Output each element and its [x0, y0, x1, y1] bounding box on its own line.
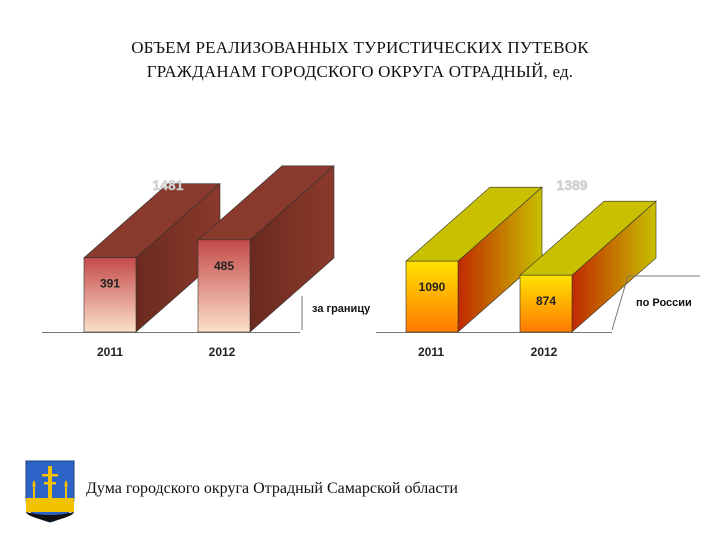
value-label-0-1: 485 — [214, 259, 234, 273]
total-annotation-1: 1389 — [556, 177, 587, 193]
bar-1-2012: 874 — [519, 200, 657, 333]
series-label-tick-1 — [611, 275, 629, 331]
bar-front-0-1 — [197, 239, 251, 333]
value-label-1-0: 1090 — [419, 280, 446, 294]
bar-0-2012: 485 — [197, 165, 335, 333]
value-label-0-0: 391 — [100, 277, 120, 291]
series-label-abroad: за границу — [312, 303, 371, 315]
chart-title-line-2: ГРАЖДАНАМ ГОРОДСКОГО ОКРУГА ОТРАДНЫЙ, ед… — [146, 62, 574, 81]
city-coat-of-arms-icon — [22, 458, 78, 529]
bar-1-2011: 1090 — [405, 186, 543, 333]
bar-front-0-0 — [83, 257, 137, 333]
category-label-1-0: 2011 — [418, 345, 444, 359]
bar-front-1-1 — [519, 274, 573, 333]
series-label-russia: по России — [636, 297, 692, 309]
chart-title-line-1: ОБЪЕМ РЕАЛИЗОВАННЫХ ТУРИСТИЧЕСКИХ ПУТЕВО… — [131, 38, 589, 57]
category-label-0-0: 2011 — [97, 345, 123, 359]
bar-0-2011: 391 — [83, 183, 221, 333]
bar-front-1-0 — [405, 260, 459, 333]
total-annotation-0: 1481 — [152, 177, 183, 193]
footer-caption: Дума городского округа Отрадный Самарско… — [86, 480, 458, 497]
category-label-0-1: 2012 — [209, 345, 236, 359]
category-label-1-1: 2012 — [531, 345, 558, 359]
value-label-1-1: 874 — [536, 294, 556, 308]
chart-title: ОБЪЕМ РЕАЛИЗОВАННЫХ ТУРИСТИЧЕСКИХ ПУТЕВО… — [40, 36, 680, 84]
